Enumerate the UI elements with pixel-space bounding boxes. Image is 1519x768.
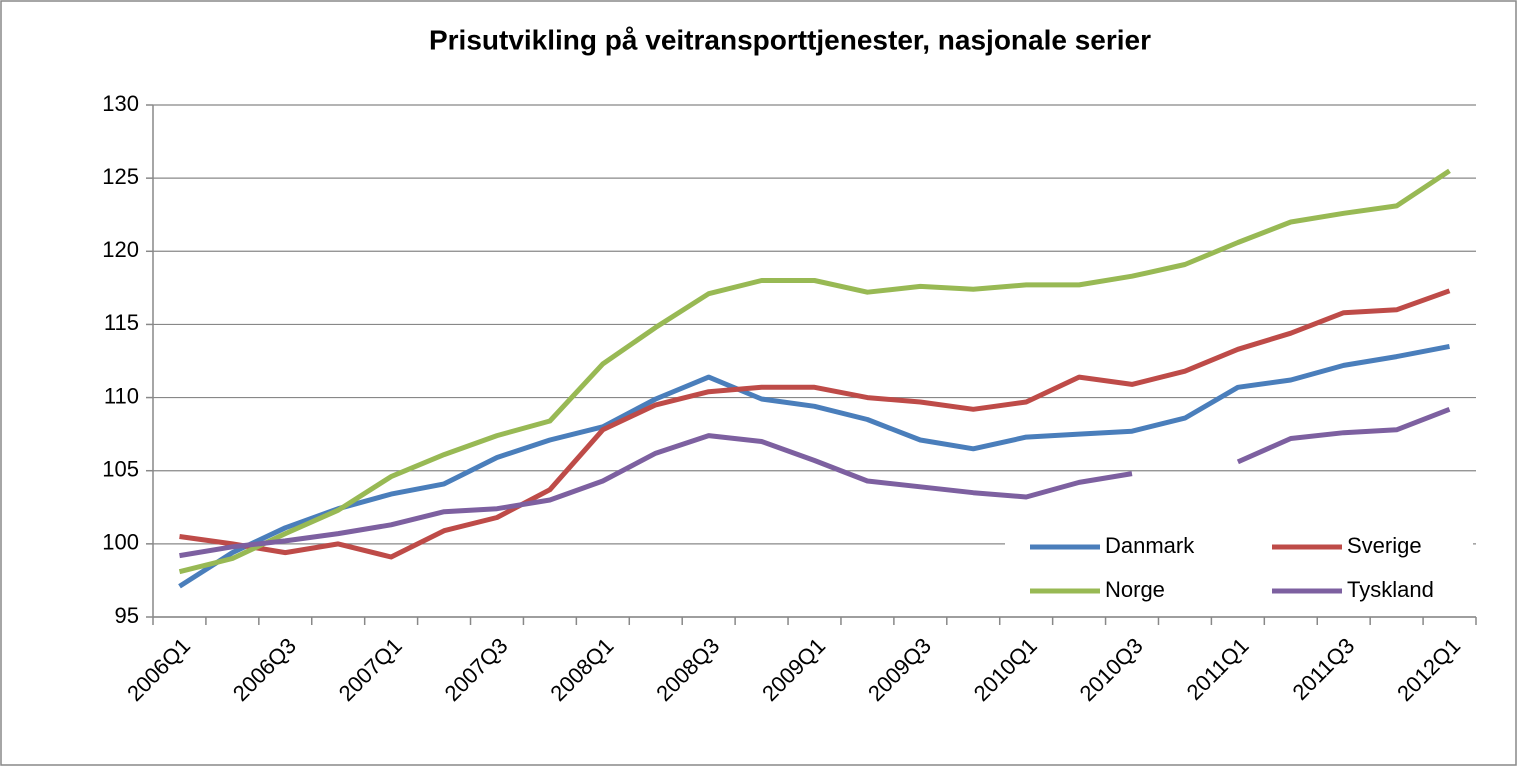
y-tick-label: 95 bbox=[115, 603, 139, 628]
y-tick-label: 105 bbox=[102, 457, 139, 482]
series-line bbox=[179, 288, 1451, 560]
legend-label: Norge bbox=[1105, 577, 1165, 602]
series-line bbox=[179, 406, 1451, 559]
y-tick-label: 115 bbox=[104, 310, 139, 335]
series-line bbox=[178, 168, 1451, 575]
legend-box bbox=[1005, 525, 1473, 613]
y-tick-label: 130 bbox=[102, 91, 139, 116]
series-line bbox=[178, 343, 1450, 589]
y-tick-label: 100 bbox=[102, 530, 139, 555]
chart-title: Prisutvikling på veitransporttjenester, … bbox=[429, 24, 1151, 55]
legend-label: Tyskland bbox=[1347, 577, 1434, 602]
y-tick-label: 125 bbox=[102, 164, 139, 189]
legend-label: Sverige bbox=[1347, 533, 1422, 558]
legend-label: Danmark bbox=[1105, 533, 1195, 558]
y-tick-label: 120 bbox=[102, 237, 139, 262]
y-tick-label: 110 bbox=[104, 383, 139, 408]
